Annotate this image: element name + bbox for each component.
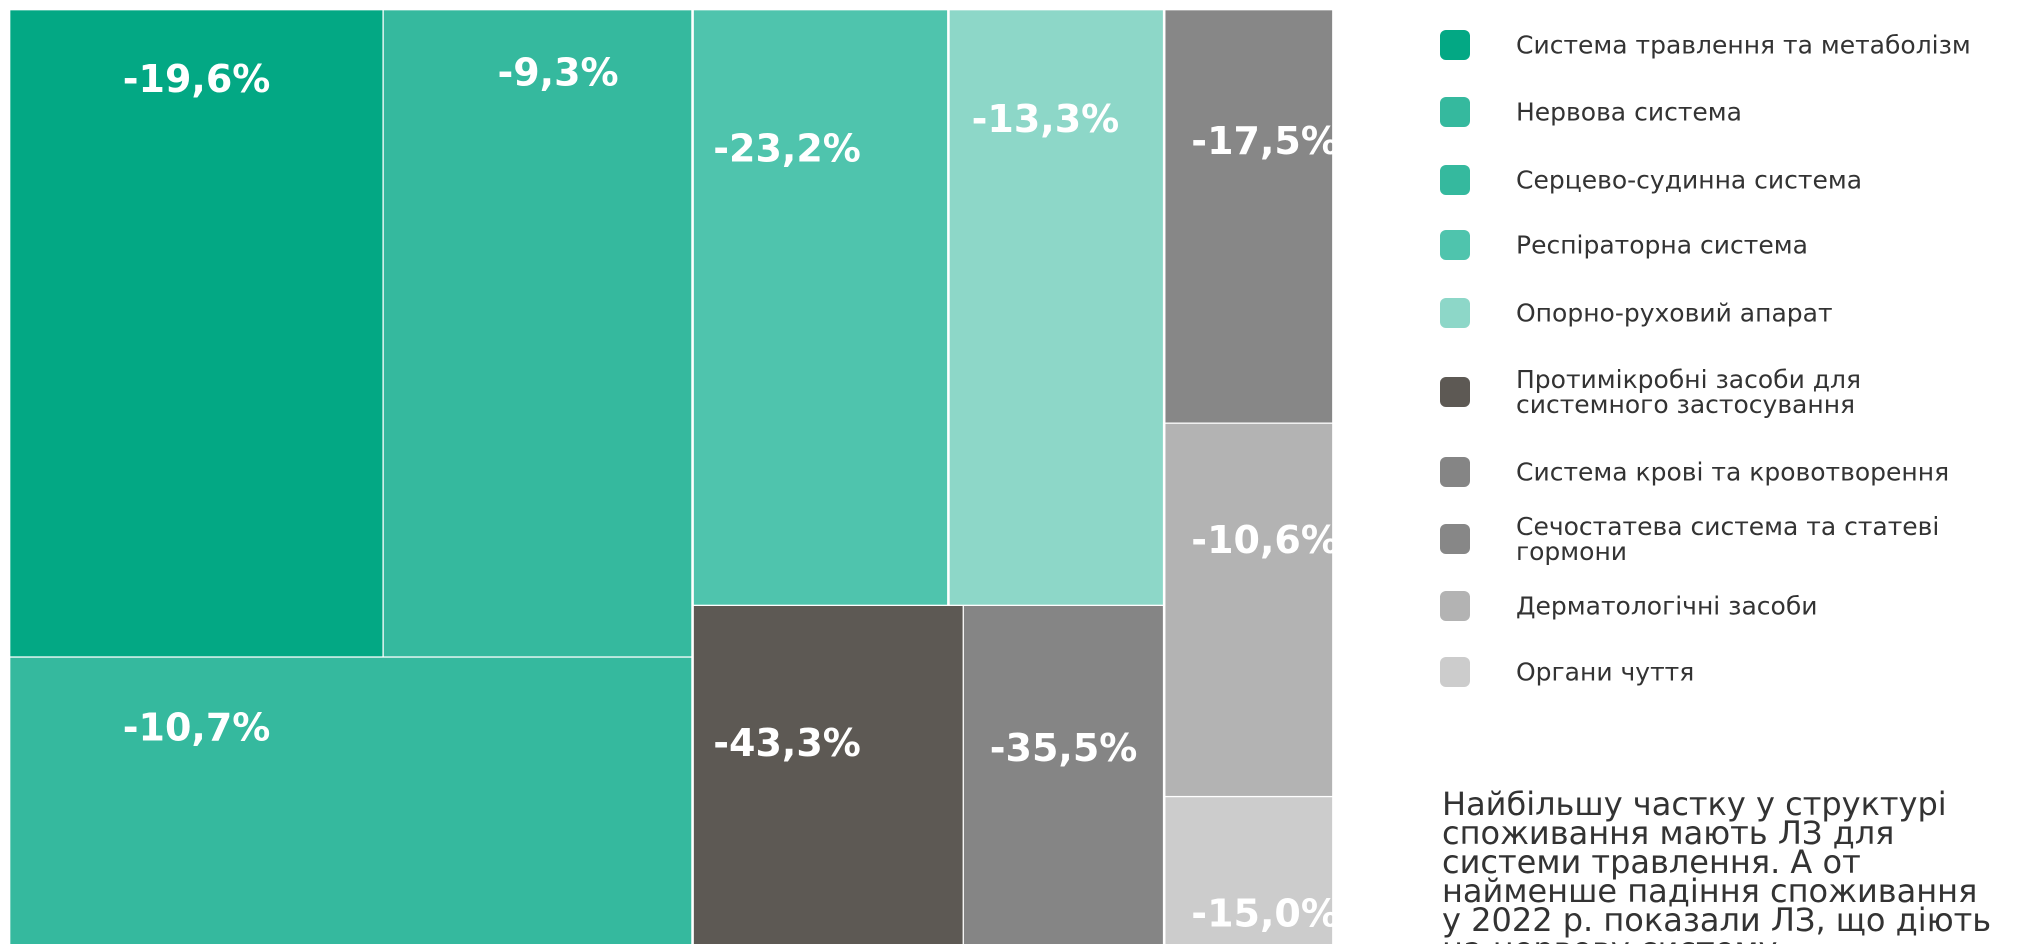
tile <box>383 10 692 657</box>
legend-label: Система крові та кровотворення <box>1516 457 1950 487</box>
tile <box>10 10 383 657</box>
tile <box>693 10 948 605</box>
legend-swatch <box>1440 590 1470 621</box>
legend-swatch <box>1440 376 1470 407</box>
tile <box>963 605 1163 944</box>
value-label: -35,5% <box>990 726 1138 770</box>
legend-swatch <box>1440 164 1470 195</box>
value-label: -23,2% <box>713 127 861 171</box>
value-label: -10,6% <box>1191 518 1339 562</box>
legend-swatch <box>1440 297 1470 328</box>
legend-swatch <box>1440 30 1470 61</box>
legend-label: Система травлення та метаболізм <box>1516 30 1971 60</box>
value-label: -17,5% <box>1191 119 1339 163</box>
legend-swatch <box>1440 97 1470 128</box>
legend-label: Сечостатева система та статеві гормони <box>1516 511 1940 566</box>
legend-swatch <box>1440 456 1470 487</box>
legend-swatch <box>1440 523 1470 554</box>
tile <box>10 657 692 944</box>
value-label: -10,7% <box>123 706 271 750</box>
tile <box>693 605 963 944</box>
value-label: -43,3% <box>713 721 861 765</box>
legend-label: Дерматологічні засоби <box>1516 591 1818 621</box>
legend-label: Протимікробні засоби для системного заст… <box>1516 364 1862 419</box>
legend-label: Серцево-судинна система <box>1516 165 1863 195</box>
value-label: -9,3% <box>497 50 618 94</box>
tile <box>949 10 1163 605</box>
legend-label: Респіраторна система <box>1516 230 1808 260</box>
treemap: -19,6% -9,3% -10,7% -23,2% -13,3% -43,3% -35,5… <box>10 10 1339 944</box>
legend-swatch <box>1440 230 1470 261</box>
value-label: -19,6% <box>123 57 271 101</box>
legend-swatch <box>1440 656 1470 687</box>
tile <box>1165 797 1333 944</box>
tile <box>1165 10 1333 423</box>
tile <box>1165 423 1333 796</box>
legend-label: Нервова система <box>1516 97 1742 127</box>
legend-label: Опорно-руховий апарат <box>1516 298 1833 328</box>
annotation: Найбільшу частку у структурі споживання … <box>1442 790 1992 944</box>
value-label: -15,0% <box>1191 892 1339 936</box>
legend-label: Органи чуття <box>1516 657 1695 687</box>
value-label: -13,3% <box>972 97 1120 141</box>
